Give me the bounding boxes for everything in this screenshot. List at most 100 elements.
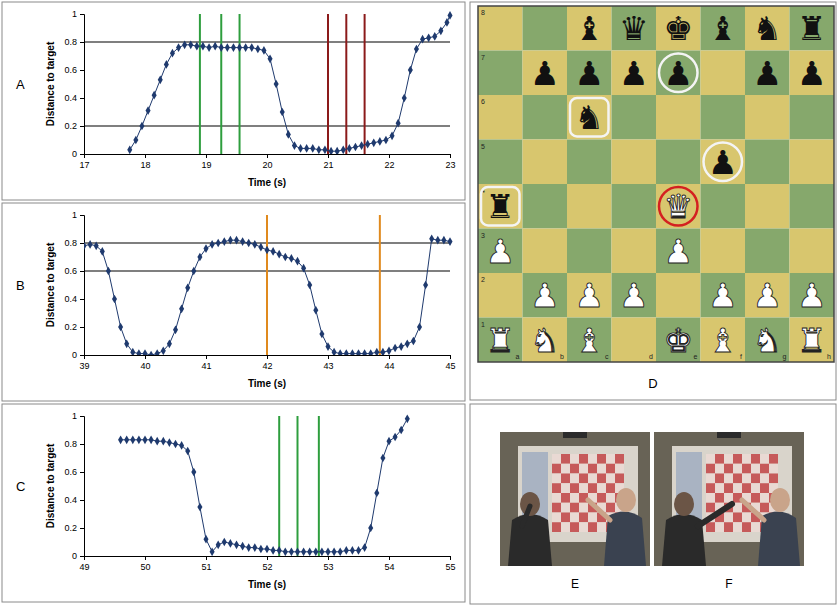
data-point (441, 236, 446, 245)
data-point (167, 339, 172, 348)
data-point (356, 546, 361, 555)
board-square (790, 6, 835, 51)
chess-piece: ♚ (663, 9, 693, 48)
event-line (379, 215, 381, 355)
projected-square (570, 503, 579, 513)
projected-square (588, 464, 597, 474)
y-axis-title: Distance to target (45, 242, 56, 327)
board-square (612, 229, 657, 274)
data-point (332, 547, 337, 556)
projected-square (561, 513, 570, 523)
plot-area (84, 215, 453, 355)
data-point (146, 106, 151, 115)
y-tick: 1 (72, 210, 84, 220)
data-point (396, 119, 401, 128)
data-point (182, 40, 187, 49)
x-tick: 40 (140, 355, 150, 371)
photo (654, 432, 804, 566)
data-point (313, 306, 318, 315)
photo-background (654, 432, 804, 566)
data-point (94, 241, 99, 250)
data-point (301, 264, 306, 273)
data-point (405, 339, 410, 348)
data-point (203, 535, 208, 544)
x-tick: 22 (384, 154, 394, 170)
data-point (185, 283, 190, 292)
data-point (402, 94, 407, 103)
chess-piece: ♟ (619, 276, 649, 315)
chess-piece: ♚ (663, 321, 693, 360)
y-axis-line (80, 15, 85, 155)
x-tick: 42 (262, 355, 272, 371)
y-tick: 0.6 (64, 65, 84, 75)
projected-square (706, 464, 715, 474)
photo-wall (500, 432, 650, 566)
y-tick-mark (80, 355, 84, 356)
y-tick-label: 0.8 (64, 238, 77, 248)
data-point (133, 136, 138, 145)
projected-square (579, 464, 588, 474)
panel-frame (470, 404, 836, 604)
data-point (179, 441, 184, 450)
projected-square (733, 474, 742, 484)
y-tick-mark (80, 528, 84, 529)
x-axis: 49505152535455 (79, 556, 455, 572)
y-tick-label: 0.2 (64, 523, 77, 533)
file-label: e (694, 353, 698, 360)
projected-square (579, 513, 588, 523)
data-point (225, 43, 230, 52)
data-point (200, 42, 205, 51)
x-tick: 18 (140, 154, 150, 170)
board-square (656, 6, 701, 51)
data-point (365, 140, 370, 149)
y-axis-line (80, 417, 85, 557)
chess-piece: ♞ (752, 9, 782, 48)
person-body (508, 514, 552, 566)
y-tick-label: 0.6 (64, 65, 77, 75)
data-point (130, 435, 135, 444)
data-point (344, 546, 349, 555)
board-square (612, 51, 657, 96)
file-label: f (740, 353, 742, 360)
y-axis-line (80, 216, 85, 356)
projected-square (552, 464, 561, 474)
data-point (240, 237, 245, 246)
panel-label: A (16, 77, 25, 92)
chess-piece: ♟ (708, 276, 738, 315)
projected-square (570, 464, 579, 474)
projector (717, 432, 741, 438)
projected-square (588, 483, 597, 493)
board-square (701, 184, 746, 229)
data-point (188, 40, 193, 49)
board-frame (478, 6, 834, 362)
board-square (567, 6, 612, 51)
projected-square (570, 474, 579, 484)
projected-square (561, 493, 570, 503)
file-label: b (560, 353, 564, 360)
board-square (745, 51, 790, 96)
projected-square (751, 493, 760, 503)
x-axis: 39404142434445 (79, 355, 455, 371)
file-label: c (605, 353, 609, 360)
data-point (332, 348, 337, 355)
chess-piece: ♞ (574, 98, 604, 137)
rank-label: 2 (481, 276, 485, 283)
board-square (612, 318, 657, 363)
data-point (264, 545, 269, 554)
y-tick: 0.2 (64, 121, 84, 131)
board-square (567, 184, 612, 229)
file-label: g (783, 353, 787, 361)
chess-piece: ♟ (574, 54, 604, 93)
y-tick-label: 0.6 (64, 467, 77, 477)
data-point (338, 547, 343, 556)
chess-piece: ♟ (752, 54, 782, 93)
board-square (701, 229, 746, 274)
projected-square (570, 513, 579, 523)
board-square (790, 95, 835, 140)
x-tick-mark (450, 355, 451, 359)
data-point (234, 236, 239, 245)
chess-piece: ♟ (574, 276, 604, 315)
data-point (338, 349, 343, 355)
projected-square (715, 493, 724, 503)
y-tick-label: 0 (72, 149, 77, 159)
